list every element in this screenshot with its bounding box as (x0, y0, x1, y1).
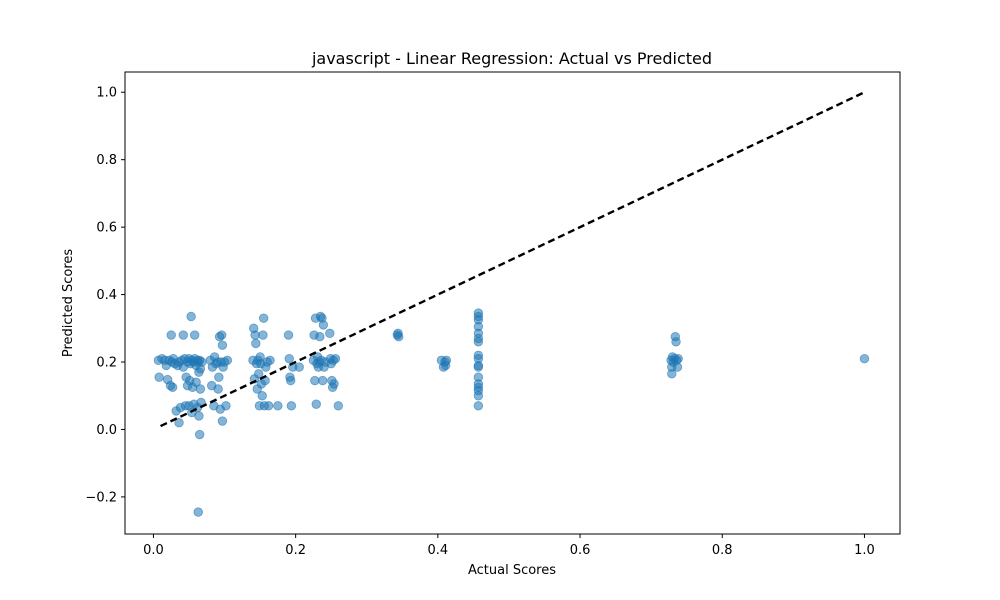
scatter-point (191, 377, 201, 387)
scatter-point (217, 416, 228, 426)
scatter-point (258, 330, 268, 340)
scatter-point (194, 411, 204, 421)
x-axis: 0.0 0.2 0.4 0.6 0.8 1.0 (143, 534, 875, 558)
points-layer (153, 308, 870, 517)
scatter-point (186, 311, 196, 322)
plot-frame (124, 71, 901, 535)
scatter-point (333, 401, 344, 411)
scatter-point (167, 382, 178, 393)
y-tick-label: 0.6 (96, 221, 117, 236)
scatter-point (221, 401, 231, 411)
scatter-point (197, 357, 207, 367)
plot-area (125, 72, 900, 534)
scatter-point (214, 372, 224, 382)
scatter-point (473, 337, 484, 347)
scatter-point (473, 401, 484, 411)
y-axis-label: Predicted Scores (61, 249, 76, 358)
scatter-point (667, 369, 677, 379)
y-tick-label: 0.4 (96, 288, 117, 303)
x-tick-label: 0.8 (712, 543, 733, 558)
chart-title: javascript - Linear Regression: Actual v… (311, 49, 712, 68)
x-tick-label: 0.4 (428, 543, 449, 558)
scatter-point (473, 362, 484, 372)
scatter-point (217, 340, 228, 350)
x-tick-label: 1.0 (854, 543, 875, 558)
scatter-point (257, 391, 267, 401)
scatter-point (441, 355, 452, 366)
x-axis-label: Actual Scores (468, 563, 556, 578)
scatter-point (394, 332, 404, 342)
scatter-point (283, 330, 294, 340)
scatter-point (315, 332, 325, 342)
scatter-point (329, 379, 339, 389)
reference-line (160, 91, 865, 428)
x-tick-label: 0.2 (285, 543, 306, 558)
y-tick-label: 0.0 (96, 423, 117, 438)
scatter-point (195, 384, 206, 394)
scatter-point (216, 330, 227, 340)
y-axis: −0.2 0.0 0.2 0.4 0.6 0.8 1.0 (85, 86, 125, 505)
scatter-point (166, 330, 176, 340)
scatter-point (310, 375, 320, 386)
scatter-point (189, 330, 200, 340)
scatter-point (285, 375, 296, 386)
x-tick-label: 0.6 (570, 543, 591, 558)
scatter-point (318, 320, 329, 330)
y-tick-label: 0.8 (96, 153, 117, 168)
x-tick-label: 0.0 (143, 543, 164, 558)
scatter-point (672, 362, 683, 372)
scatter-point (330, 353, 341, 364)
y-tick-label: 1.0 (96, 86, 117, 101)
scatter-point (213, 384, 223, 394)
scatter-point (258, 313, 269, 323)
scatter-point (250, 330, 260, 340)
scatter-point (265, 355, 275, 366)
scatter-point (273, 401, 283, 411)
scatter-point (193, 507, 203, 517)
y-tick-label: 0.2 (96, 356, 117, 371)
scatter-point (222, 355, 233, 366)
scatter-point (317, 375, 328, 386)
scatter-point (473, 391, 484, 401)
scatter-point (294, 362, 304, 372)
scatter-point (311, 399, 321, 409)
scatter-point (253, 369, 264, 379)
scatter-point (263, 401, 274, 411)
scatter-point (178, 330, 189, 340)
scatter-point (284, 353, 294, 364)
scatter-point (671, 337, 681, 347)
scatter-point (673, 353, 683, 364)
scatter-point (251, 338, 261, 349)
scatter-point (174, 418, 184, 428)
scatter-point (286, 401, 297, 411)
scatter-point (859, 353, 870, 364)
scatter-point (154, 372, 164, 382)
y-tick-label: −0.2 (85, 490, 117, 505)
scatter-point (325, 328, 335, 339)
scatter-point (194, 429, 205, 440)
